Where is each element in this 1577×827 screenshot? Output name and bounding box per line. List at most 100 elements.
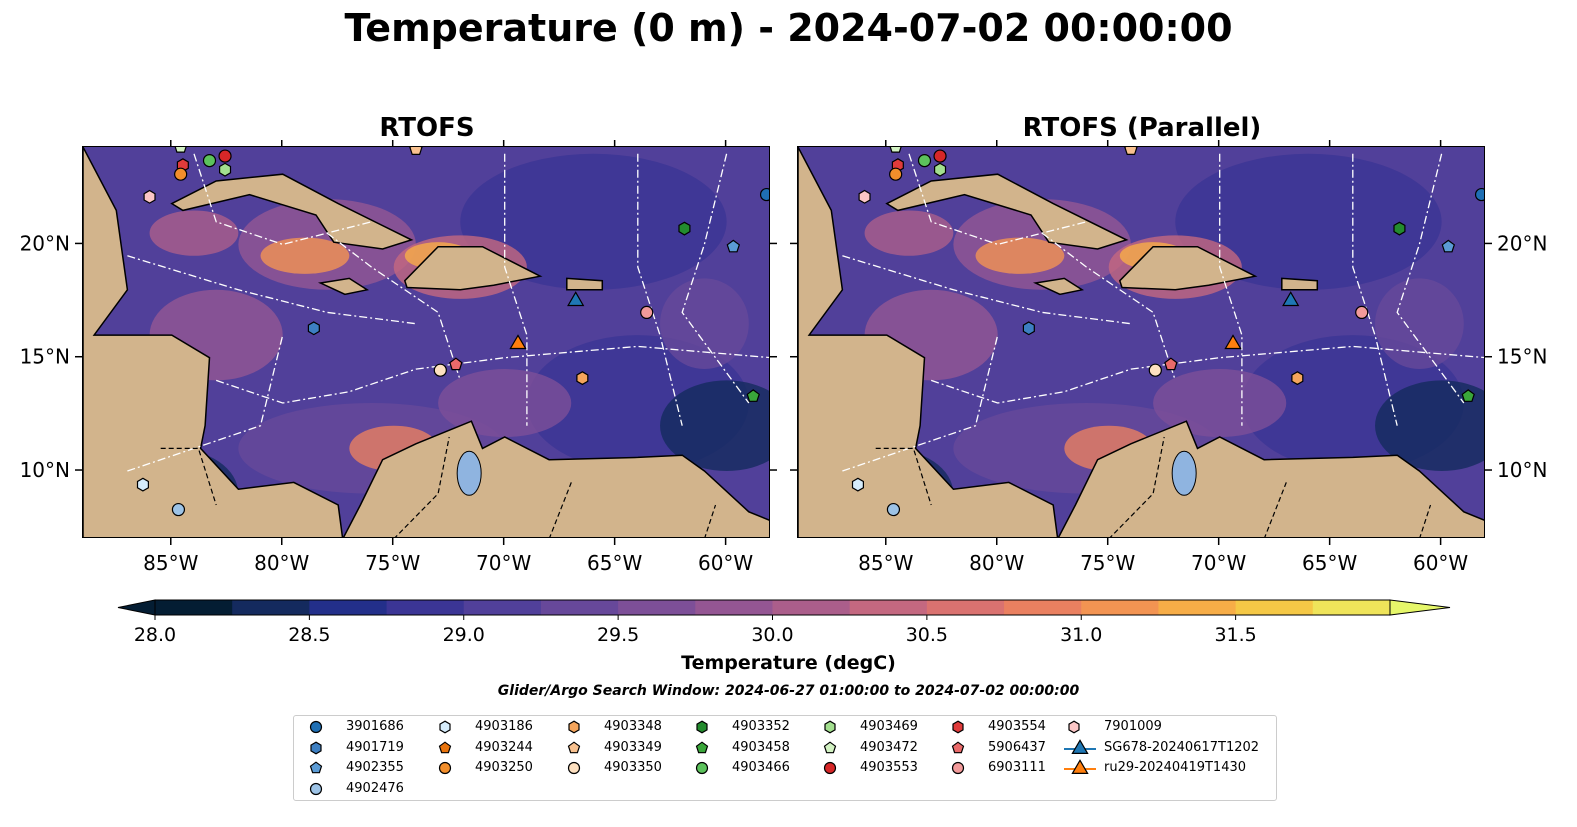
land-jamaica — [317, 277, 370, 296]
legend-label: 4903250 — [475, 760, 533, 775]
legend-symbol — [696, 720, 708, 734]
legend-label: 4903554 — [988, 719, 1046, 734]
legend-label: SG678-20240617T1202 — [1104, 739, 1260, 755]
float-marker-4902476 — [171, 502, 186, 517]
temperature-patch — [460, 153, 727, 290]
float-marker-4902355 — [1441, 239, 1456, 253]
legend-marker — [695, 761, 709, 775]
legend-marker — [438, 740, 452, 753]
colorbar-segment — [309, 600, 388, 615]
eez-boundary — [1352, 153, 1398, 426]
float-marker-4903349 — [409, 147, 423, 156]
temperature-patch — [660, 278, 749, 370]
eez-boundary — [1396, 153, 1465, 404]
glider-marker-SG678-20240617T1202 — [567, 291, 585, 307]
colorbar-segment — [386, 600, 465, 615]
legend-symbol — [951, 761, 965, 775]
colorbar-tick-label: 30.0 — [751, 624, 793, 646]
legend-marker — [567, 740, 581, 753]
land-hispaniola — [403, 245, 543, 291]
colorbar-segment — [926, 600, 1005, 615]
eez-boundary — [842, 255, 1131, 325]
figure-title: Temperature (0 m) - 2024-07-02 00:00:00 — [344, 6, 1233, 50]
legend-marker — [439, 720, 451, 734]
temperature-patch — [975, 237, 1065, 274]
country-border — [704, 504, 717, 537]
float-marker-6903111 — [640, 305, 654, 320]
axes-right: 85°W 80°W 75°W 70°W 65°W 60°W 10°N 15°N 20°N — [790, 140, 1547, 575]
colorbar-segment — [1312, 600, 1391, 615]
colorbar-tick-label: 28.0 — [134, 624, 176, 646]
map-svg-right — [798, 147, 1484, 537]
legend-label: 4902476 — [346, 780, 404, 796]
float-marker-4903348 — [576, 371, 589, 386]
float-marker-5906437 — [449, 357, 463, 371]
x-tick-label: 85°W — [858, 551, 913, 575]
glider-marker-ru29-20240419T1430 — [1224, 334, 1242, 350]
legend-label: 4903186 — [475, 719, 533, 734]
legend-label: 4903350 — [604, 760, 662, 775]
legend-symbol — [309, 782, 323, 795]
float-marker-3901686 — [759, 187, 769, 202]
legend-marker — [310, 741, 322, 754]
float-marker-4903466 — [202, 153, 217, 168]
legend-marker — [568, 720, 580, 734]
legend-label: 4903553 — [860, 760, 918, 775]
colorbar: 28.0 28.5 29.0 29.5 30.0 30.5 31.0 31.5 — [117, 599, 1451, 646]
float-marker-7901009 — [143, 189, 156, 204]
float-marker-4903472 — [174, 147, 187, 153]
legend-symbol — [309, 761, 323, 774]
land-cuba — [170, 173, 414, 250]
temperature-patch — [1153, 369, 1287, 438]
eez-boundary — [326, 232, 461, 381]
colorbar-tick-label: 29.0 — [443, 624, 485, 646]
colorbar-segment — [772, 600, 851, 615]
eez-boundary — [681, 153, 750, 404]
legend-marker — [309, 720, 323, 734]
legend-symbol — [823, 761, 837, 775]
eez-boundary — [842, 334, 999, 472]
float-marker-4903186 — [136, 477, 150, 492]
legend-marker — [823, 740, 837, 753]
colorbar-tick-label: 31.5 — [1214, 624, 1256, 646]
y-tick-label: 15°N — [20, 345, 70, 369]
legend-label: 4903458 — [732, 739, 790, 755]
land-jamaica — [1032, 277, 1085, 296]
colorbar-extend-low — [117, 599, 156, 616]
colorbar-segment — [463, 600, 542, 615]
float-marker-4903250 — [174, 167, 188, 181]
legend-symbol — [438, 740, 452, 753]
colorbar-segment — [1004, 600, 1082, 615]
legend-label: 7901009 — [1104, 719, 1162, 734]
float-marker-6903111 — [1355, 305, 1369, 320]
y-tick-label: 15°N — [1497, 345, 1547, 369]
y-tick-label: 10°N — [20, 458, 70, 482]
legend-symbol — [568, 720, 580, 734]
legend-label: ru29-20240419T1430 — [1104, 760, 1247, 775]
legend-symbol — [567, 740, 581, 753]
legend-marker — [695, 740, 709, 753]
axes-left: 85°W 80°W 75°W 70°W 65°W 60°W 10°N 15°N 20°N — [20, 140, 777, 575]
eez-boundary — [504, 153, 528, 426]
x-tick-label: 60°W — [1413, 551, 1468, 575]
x-tick-label: 80°W — [254, 551, 309, 575]
float-marker-4903348 — [1291, 371, 1304, 386]
eez-boundary — [215, 345, 769, 404]
legend-symbol — [823, 740, 837, 753]
float-marker-4903350 — [433, 363, 447, 377]
eez-boundary — [930, 345, 1484, 404]
float-marker-4903352 — [1393, 221, 1406, 236]
country-border — [549, 482, 572, 537]
float-marker-4903349 — [1124, 147, 1138, 156]
eez-boundary — [193, 153, 372, 246]
float-marker-4903458 — [746, 389, 760, 402]
country-border — [875, 447, 932, 506]
country-border — [160, 447, 217, 506]
legend-symbol — [952, 720, 964, 734]
float-marker-4903469 — [934, 162, 947, 177]
y-tick-label: 10°N — [1497, 458, 1547, 482]
legend-marker — [1068, 720, 1080, 734]
map-svg-left — [83, 147, 769, 537]
panel-title-left: RTOFS — [379, 113, 475, 143]
temperature-patch — [660, 380, 769, 472]
